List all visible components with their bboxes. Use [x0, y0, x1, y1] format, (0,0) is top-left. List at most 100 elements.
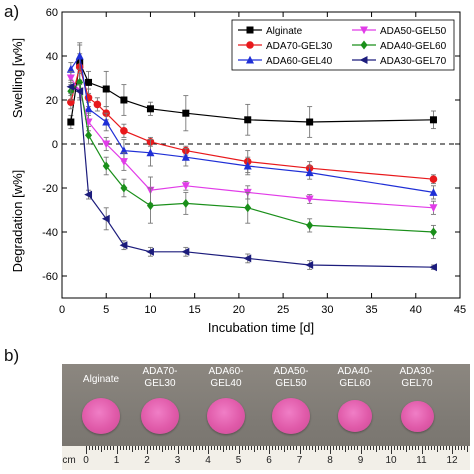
legend-label: ADA30-GEL70 — [380, 56, 447, 67]
x-tick-label: 5 — [103, 304, 109, 316]
ruler-tick — [308, 446, 310, 450]
y-axis-label-swelling: Swelling [w%] — [10, 38, 25, 118]
ruler-tick — [391, 446, 392, 454]
ruler-tick — [86, 446, 87, 454]
ruler-tick — [317, 446, 319, 450]
ruler-tick — [122, 446, 124, 450]
ruler-tick — [119, 446, 121, 450]
ruler-tick — [235, 446, 237, 450]
data-point — [146, 201, 154, 211]
data-point — [119, 146, 128, 155]
legend-marker — [360, 26, 368, 35]
legend-marker — [246, 26, 254, 34]
ruler-tick — [131, 446, 133, 452]
ruler-tick — [357, 446, 359, 450]
data-point — [146, 148, 155, 157]
legend-label: ADA60-GEL40 — [266, 56, 333, 67]
ruler-tick — [464, 446, 466, 450]
ruler-tick — [250, 446, 252, 450]
ruler-tick — [326, 446, 328, 450]
data-point — [244, 203, 252, 213]
x-tick-label: 45 — [454, 304, 466, 316]
ruler-tick — [378, 446, 380, 450]
ruler-number: 6 — [266, 455, 272, 466]
series-line — [70, 81, 434, 233]
x-tick-label: 0 — [59, 304, 65, 316]
ruler-tick — [415, 446, 417, 450]
data-point — [120, 183, 128, 193]
ruler-tick — [98, 446, 100, 450]
ruler-tick — [323, 446, 325, 450]
ruler-tick — [244, 446, 246, 450]
ruler-tick — [143, 446, 145, 450]
y-tick-label: 20 — [46, 95, 58, 107]
sample-label: ADA50- GEL50 — [273, 366, 309, 389]
data-point — [120, 96, 128, 104]
ruler-number: 1 — [113, 455, 120, 466]
ruler-tick — [366, 446, 368, 450]
ruler-tick — [247, 446, 249, 450]
y-tick-label: -40 — [42, 227, 58, 239]
ruler-number: 3 — [174, 455, 181, 466]
x-tick-label: 10 — [144, 304, 156, 316]
ruler-tick — [104, 446, 106, 450]
data-point — [181, 152, 190, 161]
ruler-tick — [433, 446, 435, 450]
ruler-tick — [384, 446, 386, 450]
ruler-tick — [208, 446, 209, 454]
ruler-tick — [262, 446, 264, 450]
sample-label: ADA60- GEL40 — [208, 366, 244, 389]
ruler-tick — [189, 446, 191, 450]
data-point — [101, 214, 110, 223]
ruler-tick — [360, 446, 362, 454]
y-tick-label: 0 — [52, 139, 58, 151]
ruler-tick — [330, 446, 331, 454]
swelling-degradation-chart: 0 5 10 15 20 25 30 35 40 45 -60 -40 -20 0 20 40 60 Incuba… — [10, 7, 466, 335]
data-point — [243, 161, 252, 170]
x-tick-label: 25 — [277, 304, 289, 316]
sample-label: ADA30- GEL70 — [399, 366, 435, 389]
hydrogel-sample-disc — [207, 398, 245, 434]
ruler-tick — [272, 446, 274, 450]
ruler-tick — [125, 446, 127, 450]
x-tick-label: 35 — [365, 304, 377, 316]
ruler-tick — [439, 446, 441, 450]
series-line — [70, 86, 434, 268]
y-tick-label: 40 — [46, 51, 58, 63]
x-tick-label: 20 — [233, 304, 245, 316]
ruler-tick — [150, 446, 152, 450]
ruler-tick — [436, 446, 438, 452]
ruler-tick — [375, 446, 377, 452]
ruler-tick — [442, 446, 444, 450]
ruler-tick — [461, 446, 463, 450]
ruler-tick — [110, 446, 112, 450]
data-point — [102, 140, 111, 149]
ruler-number: 7 — [296, 455, 303, 466]
ruler-tick — [333, 446, 335, 450]
ruler-tick — [320, 446, 322, 450]
ruler-tick — [223, 446, 225, 452]
ruler-number: 10 — [385, 455, 397, 466]
hydrogel-sample-disc — [82, 398, 120, 434]
ruler-tick — [198, 446, 200, 450]
panel-a-label: a) — [4, 2, 20, 21]
ruler-tick — [183, 446, 185, 450]
ruler-tick — [238, 446, 240, 454]
ruler-tick — [406, 446, 408, 452]
ruler-tick — [113, 446, 115, 450]
y-tick-label: -60 — [42, 271, 58, 283]
ruler-tick — [424, 446, 426, 450]
ruler-tick — [177, 446, 179, 454]
hydrogel-sample-disc — [400, 400, 434, 432]
data-point — [305, 261, 314, 269]
ruler-tick — [95, 446, 97, 450]
ruler-tick — [253, 446, 255, 452]
ruler-tick — [458, 446, 460, 450]
data-point — [102, 117, 111, 126]
ruler-tick — [159, 446, 161, 450]
ruler-tick — [147, 446, 148, 454]
data-point — [305, 168, 314, 177]
panel-b-label: b) — [4, 346, 20, 365]
data-point — [429, 204, 438, 213]
ruler-tick — [278, 446, 280, 450]
